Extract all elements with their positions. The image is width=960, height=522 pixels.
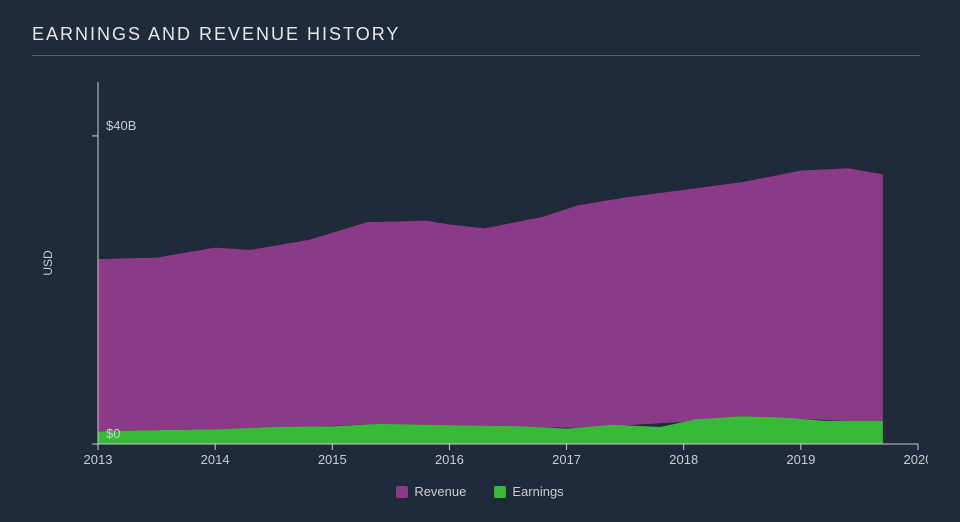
y-axis-title: USD (41, 250, 55, 276)
y-tick-label: $40B (106, 118, 136, 133)
chart-container: EARNINGS AND REVENUE HISTORY 20132014201… (0, 0, 960, 522)
x-tick-label: 2018 (669, 452, 698, 467)
legend-item-revenue: Revenue (396, 484, 466, 499)
chart-title: EARNINGS AND REVENUE HISTORY (32, 24, 920, 45)
x-tick-label: 2013 (84, 452, 113, 467)
x-tick-label: 2014 (201, 452, 230, 467)
chart-legend: Revenue Earnings (32, 484, 928, 499)
legend-swatch-revenue (396, 486, 408, 498)
y-tick-label: $0 (106, 426, 120, 441)
chart-area: 2013 2014 2015 2016 2017 2018 2019 2020 $0 $40B US… (32, 64, 928, 484)
area-revenue (98, 168, 883, 431)
chart-svg: 2013 2014 2015 2016 2017 2018 2019 2020 $0 $40B US… (32, 64, 928, 484)
x-tick-label: 2019 (786, 452, 815, 467)
x-tick-label: 2020 (904, 452, 928, 467)
title-wrap: EARNINGS AND REVENUE HISTORY (32, 24, 920, 56)
legend-label-revenue: Revenue (414, 484, 466, 499)
x-tick-label: 2016 (435, 452, 464, 467)
legend-item-earnings: Earnings (494, 484, 563, 499)
legend-swatch-earnings (494, 486, 506, 498)
x-tick-label: 2017 (552, 452, 581, 467)
x-tick-label: 2015 (318, 452, 347, 467)
legend-label-earnings: Earnings (512, 484, 563, 499)
